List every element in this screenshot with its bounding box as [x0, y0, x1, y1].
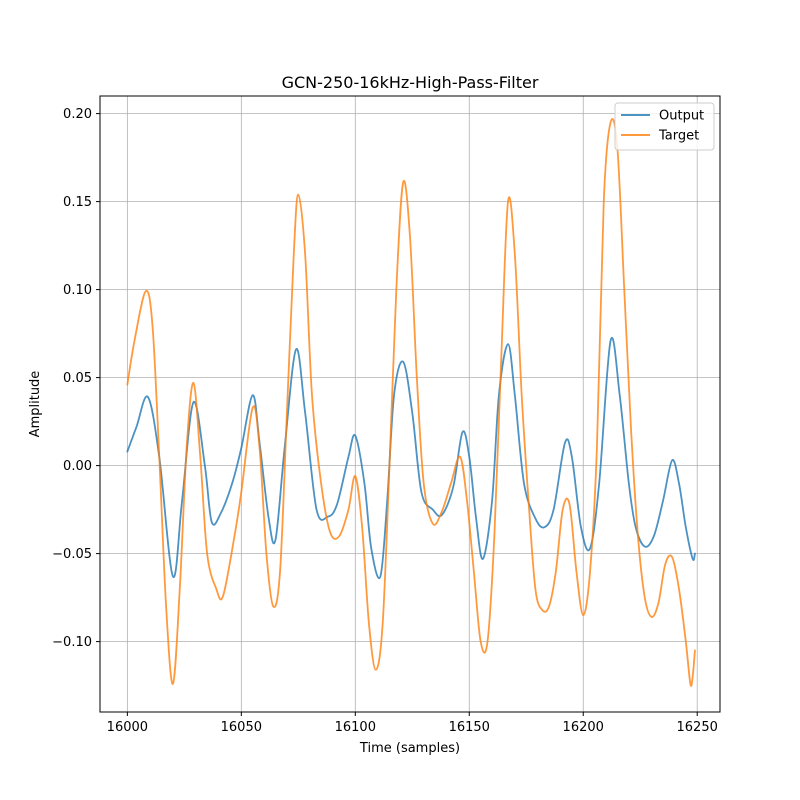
x-tick-label: 16100	[335, 720, 376, 735]
y-axis-label: Amplitude	[28, 371, 43, 438]
x-axis-ticks: 16000 16050 16100 16150 16200 16250	[107, 712, 718, 735]
y-tick-label: −0.05	[52, 547, 92, 562]
y-axis-ticks: −0.10 −0.05 0.00 0.05 0.10 0.15 0.20	[52, 107, 100, 650]
y-tick-label: −0.10	[52, 635, 92, 650]
x-axis-label: Time (samples)	[359, 741, 460, 756]
y-tick-label: 0.05	[63, 371, 92, 386]
chart-title: GCN-250-16kHz-High-Pass-Filter	[282, 73, 539, 92]
legend-label-target: Target	[658, 129, 699, 144]
y-tick-label: 0.15	[63, 195, 92, 210]
plot-frame	[99, 95, 721, 713]
grid	[100, 96, 720, 712]
x-tick-label: 16050	[221, 720, 262, 735]
series-line-output	[126, 337, 696, 580]
x-tick-label: 16250	[677, 720, 718, 735]
x-tick-label: 16000	[107, 720, 148, 735]
y-tick-label: 0.10	[63, 283, 92, 298]
legend: Output Target	[614, 102, 715, 151]
y-tick-label: 0.20	[63, 107, 92, 122]
series-lines	[126, 117, 696, 687]
y-tick-label: 0.00	[63, 459, 92, 474]
x-tick-label: 16200	[563, 720, 604, 735]
x-tick-label: 16150	[449, 720, 490, 735]
series-line-target	[126, 117, 696, 687]
legend-label-output: Output	[659, 109, 704, 124]
